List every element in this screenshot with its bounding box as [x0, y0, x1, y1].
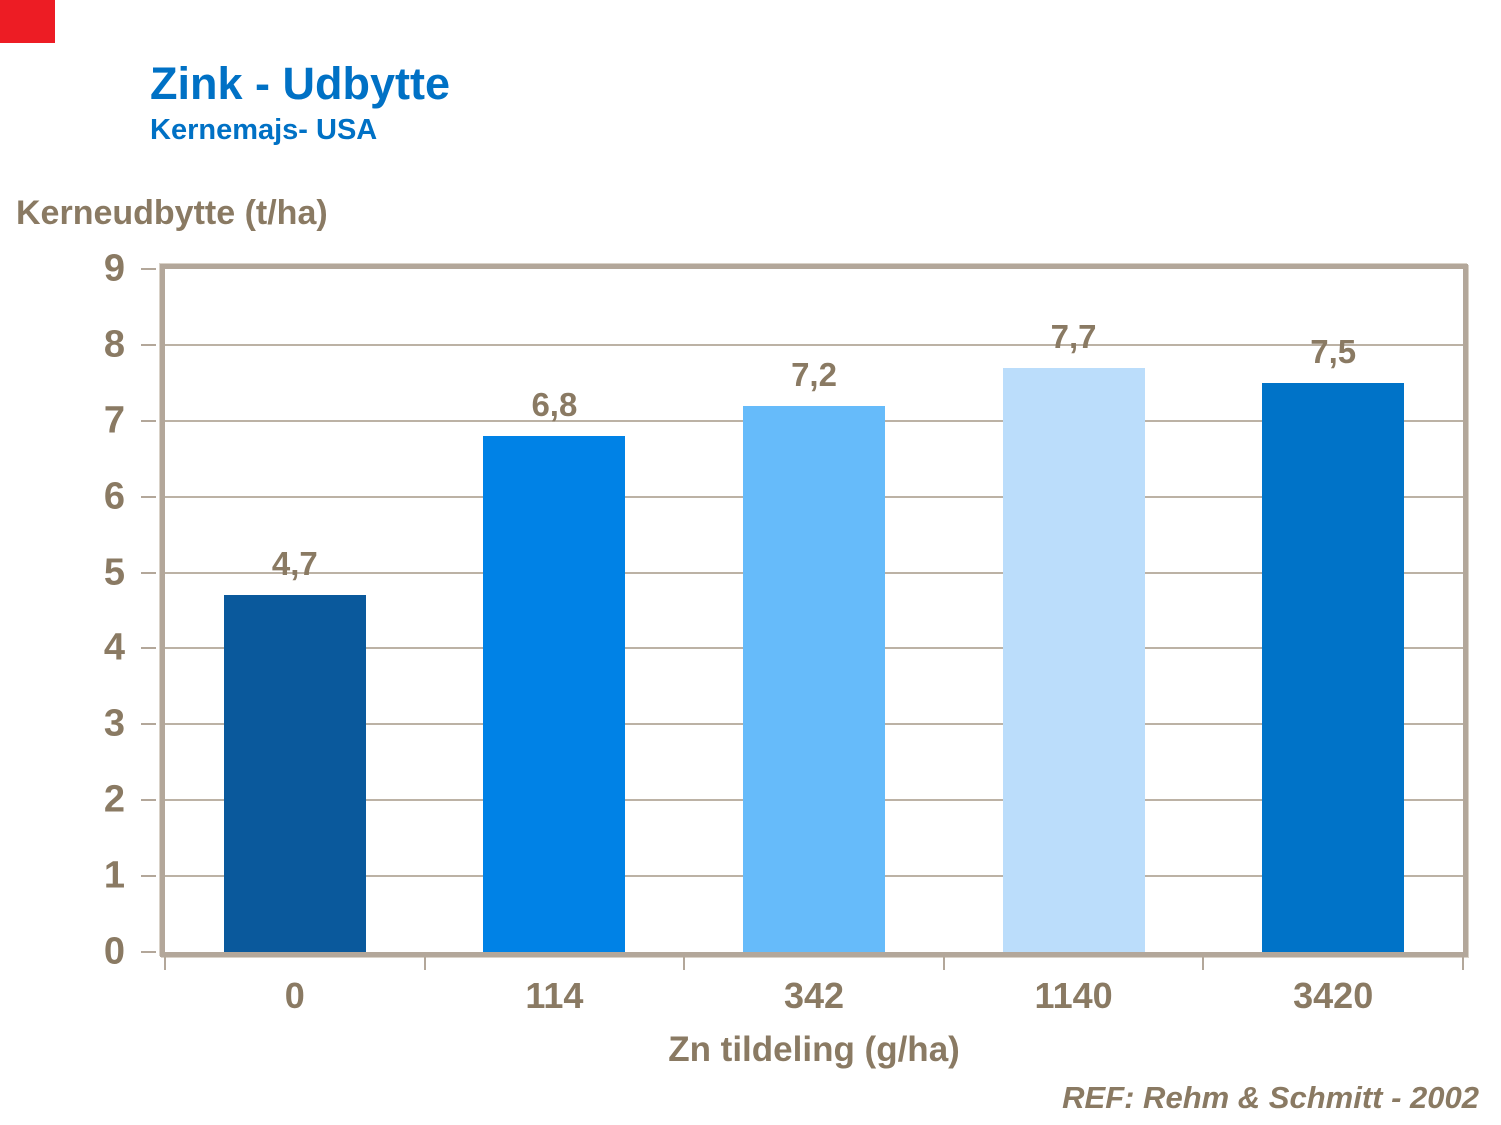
- y-tick-label: 7: [103, 399, 125, 442]
- y-tick-label: 4: [103, 626, 125, 669]
- bar-0: [223, 595, 366, 952]
- y-axis-title: Kerneudbytte (t/ha): [16, 194, 328, 232]
- y-tick: [141, 571, 156, 574]
- bar-value-label: 7,2: [791, 355, 837, 393]
- y-tick-label: 2: [103, 778, 125, 821]
- y-tick: [141, 723, 156, 726]
- x-tick-label: 342: [783, 975, 845, 1016]
- bar-342: [743, 405, 885, 952]
- x-tick-label: 0: [284, 975, 305, 1016]
- chart-title: Zink - Udbytte: [150, 58, 450, 109]
- reference-note: REF: Rehm & Schmitt - 2002: [1062, 1080, 1479, 1115]
- y-tick: [141, 799, 156, 802]
- y-tick-label: 6: [103, 475, 125, 518]
- y-tick-label: 5: [103, 551, 125, 594]
- y-tick-label: 0: [103, 930, 125, 973]
- x-axis-title: Zn tildeling (g/ha): [668, 1030, 960, 1069]
- y-tick: [141, 495, 156, 498]
- y-tick: [141, 268, 156, 270]
- x-tick: [1462, 957, 1464, 970]
- y-tick-label: 3: [103, 702, 125, 745]
- y-tick: [141, 875, 156, 878]
- bar-value-label: 6,8: [531, 385, 578, 423]
- x-tick-label: 3420: [1293, 975, 1374, 1016]
- y-tick: [141, 647, 156, 650]
- x-tick-label: 1140: [1034, 975, 1113, 1016]
- plot-inner: 4,7 6,8 7,2 7,7 7,5: [165, 269, 1463, 952]
- y-tick-label: 9: [103, 247, 125, 290]
- y-tick-label: 1: [103, 854, 125, 897]
- bar-1140: [1002, 367, 1145, 952]
- x-tick-label: 114: [525, 975, 584, 1016]
- bar-value-label: 7,7: [1050, 317, 1097, 355]
- bar-value-label: 7,5: [1310, 332, 1357, 370]
- x-tick: [942, 957, 945, 970]
- bar-3420: [1262, 382, 1405, 952]
- y-tick: [141, 951, 156, 953]
- red-corner-marker: [0, 0, 55, 43]
- y-tick-label: 8: [103, 323, 125, 366]
- gridline: [165, 343, 1463, 346]
- plot-area: 4,7 6,8 7,2 7,7 7,5: [160, 264, 1468, 957]
- bar-114: [483, 435, 626, 952]
- chart-subtitle: Kernemajs- USA: [150, 114, 378, 146]
- x-tick: [1202, 957, 1205, 970]
- x-tick: [164, 957, 166, 970]
- x-tick: [683, 957, 686, 970]
- bar-value-label: 4,7: [271, 545, 318, 583]
- y-tick: [141, 419, 156, 422]
- x-tick: [423, 957, 426, 970]
- y-tick: [141, 343, 156, 346]
